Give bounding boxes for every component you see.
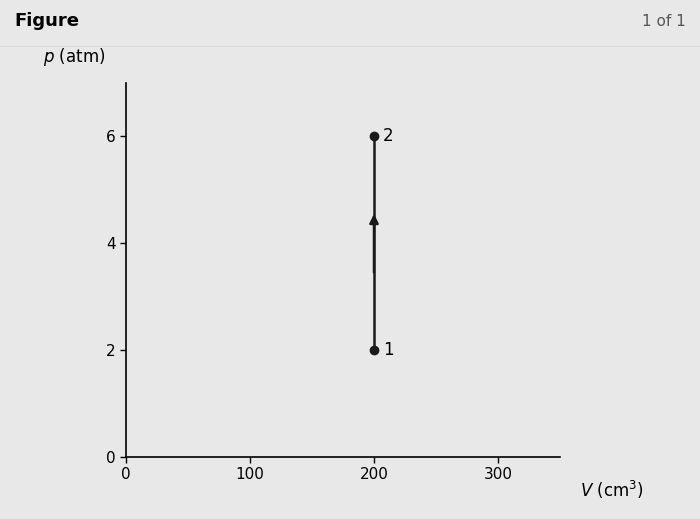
Text: 1: 1: [383, 341, 393, 359]
Text: 1 of 1: 1 of 1: [643, 13, 686, 29]
Y-axis label: $p$ (atm): $p$ (atm): [43, 46, 105, 68]
Text: 2: 2: [383, 128, 393, 145]
Text: Figure: Figure: [14, 12, 79, 30]
X-axis label: $V\ \mathrm{(cm^3)}$: $V\ \mathrm{(cm^3)}$: [580, 479, 644, 501]
